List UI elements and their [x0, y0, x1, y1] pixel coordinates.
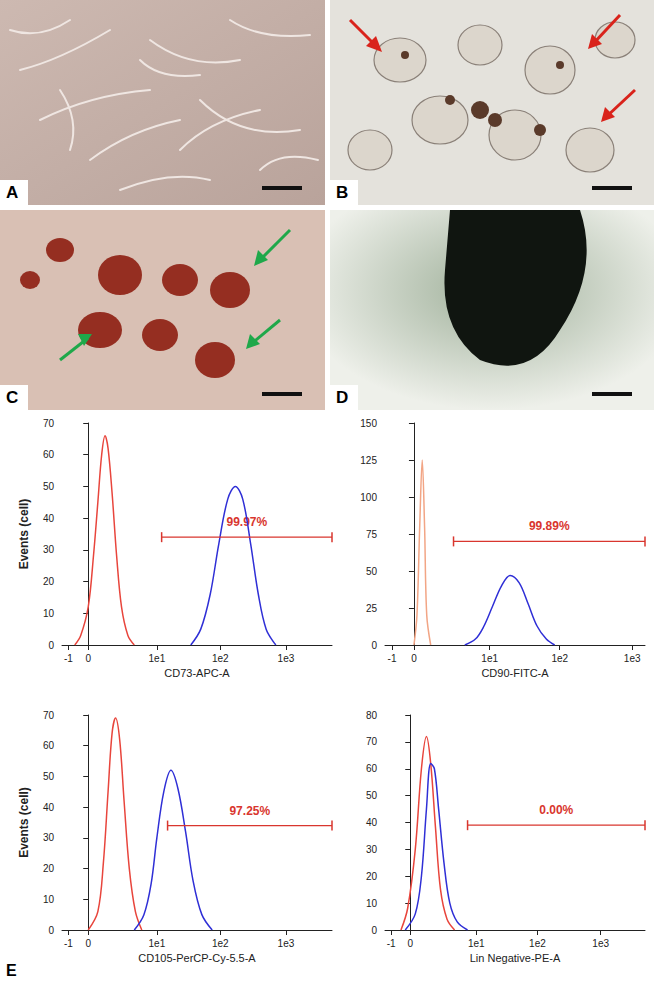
svg-text:30: 30 — [43, 832, 55, 843]
svg-text:75: 75 — [366, 529, 378, 540]
svg-text:60: 60 — [43, 449, 55, 460]
svg-text:40: 40 — [43, 513, 55, 524]
svg-text:1e3: 1e3 — [278, 653, 295, 664]
svg-text:-1: -1 — [387, 938, 396, 949]
svg-text:0: 0 — [85, 653, 91, 664]
html-text:E: E — [6, 962, 17, 979]
svg-text:40: 40 — [43, 802, 55, 813]
svg-text:50: 50 — [366, 566, 378, 577]
html-text:C: C — [6, 388, 19, 407]
svg-text:30: 30 — [43, 544, 55, 555]
svg-text:-1: -1 — [388, 653, 397, 664]
svg-text:1e1: 1e1 — [481, 653, 498, 664]
svg-text:60: 60 — [43, 740, 55, 751]
svg-text:0: 0 — [411, 653, 417, 664]
svg-text:-1: -1 — [64, 653, 73, 664]
svg-text:1e3: 1e3 — [592, 938, 609, 949]
svg-text:70: 70 — [366, 736, 378, 747]
svg-text:Lin Negative-PE-A: Lin Negative-PE-A — [470, 952, 561, 964]
svg-text:125: 125 — [360, 455, 377, 466]
svg-text:20: 20 — [43, 576, 55, 587]
svg-text:10: 10 — [43, 894, 55, 905]
svg-text:150: 150 — [360, 418, 377, 429]
svg-text:100: 100 — [360, 492, 377, 503]
svg-text:1e1: 1e1 — [468, 938, 485, 949]
svg-text:40: 40 — [366, 817, 378, 828]
svg-text:Events (cell): Events (cell) — [17, 499, 31, 570]
svg-text:1e2: 1e2 — [529, 938, 546, 949]
svg-text:80: 80 — [366, 710, 378, 721]
svg-text:20: 20 — [366, 871, 378, 882]
svg-text:1e1: 1e1 — [149, 653, 166, 664]
svg-text:30: 30 — [366, 844, 378, 855]
html-text:D: D — [336, 388, 349, 407]
svg-text:50: 50 — [43, 771, 55, 782]
svg-text:1e2: 1e2 — [551, 653, 568, 664]
svg-text:1e3: 1e3 — [624, 653, 641, 664]
svg-text:50: 50 — [366, 790, 378, 801]
svg-text:99.97%: 99.97% — [226, 515, 268, 530]
svg-text:0: 0 — [371, 925, 377, 936]
svg-text:0: 0 — [48, 925, 54, 936]
svg-text:60: 60 — [366, 763, 378, 774]
svg-text:CD105-PerCP-Cy-5.5-A: CD105-PerCP-Cy-5.5-A — [138, 952, 256, 964]
svg-text:CD90-FITC-A: CD90-FITC-A — [481, 667, 549, 679]
svg-text:0: 0 — [371, 640, 377, 651]
svg-text:CD73-APC-A: CD73-APC-A — [164, 667, 230, 679]
svg-text:1e2: 1e2 — [212, 653, 229, 664]
svg-text:10: 10 — [366, 898, 378, 909]
svg-text:99.89%: 99.89% — [529, 519, 570, 533]
svg-text:97.25%: 97.25% — [229, 804, 270, 818]
svg-text:0: 0 — [85, 938, 91, 949]
svg-text:0.00%: 0.00% — [539, 803, 573, 817]
svg-text:-1: -1 — [64, 938, 73, 949]
svg-text:0: 0 — [407, 938, 413, 949]
svg-text:1e3: 1e3 — [278, 938, 295, 949]
svg-text:1e2: 1e2 — [212, 938, 229, 949]
svg-text:20: 20 — [43, 863, 55, 874]
svg-text:1e1: 1e1 — [149, 938, 166, 949]
svg-text:70: 70 — [43, 710, 55, 721]
svg-text:10: 10 — [43, 608, 55, 619]
svg-text:70: 70 — [43, 418, 55, 429]
html-text:A: A — [6, 183, 19, 202]
html-text:B: B — [336, 183, 349, 202]
svg-text:50: 50 — [43, 481, 55, 492]
svg-text:Events (cell): Events (cell) — [17, 787, 31, 858]
svg-text:0: 0 — [48, 640, 54, 651]
svg-text:25: 25 — [366, 603, 378, 614]
